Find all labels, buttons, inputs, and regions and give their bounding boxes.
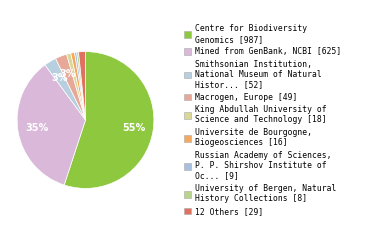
Wedge shape [17,65,85,185]
Text: 55%: 55% [122,123,146,133]
Wedge shape [77,52,86,120]
Wedge shape [55,54,86,120]
Wedge shape [74,52,86,120]
Text: 3%: 3% [60,69,76,79]
Legend: Centre for Biodiversity
Genomics [987], Mined from GenBank, NCBI [625], Smithson: Centre for Biodiversity Genomics [987], … [184,24,341,216]
Wedge shape [79,52,86,120]
Wedge shape [71,53,86,120]
Text: 3%: 3% [52,73,68,83]
Text: 35%: 35% [25,123,49,133]
Wedge shape [45,59,86,120]
Wedge shape [66,53,86,120]
Wedge shape [64,52,154,188]
